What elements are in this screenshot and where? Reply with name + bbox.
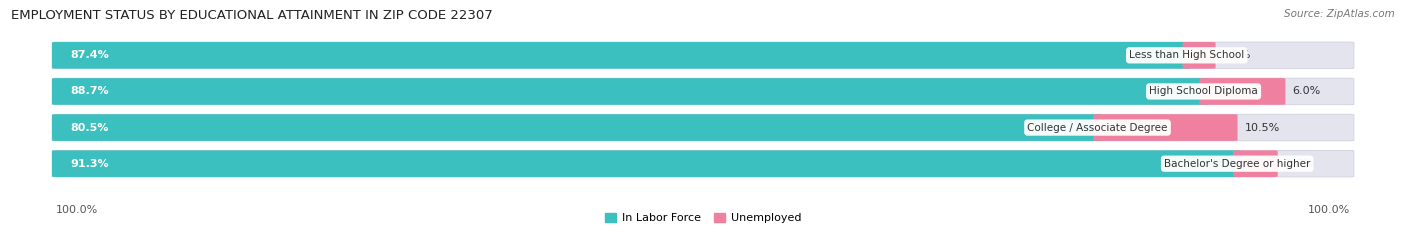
FancyBboxPatch shape [52, 42, 1191, 69]
FancyBboxPatch shape [52, 42, 1354, 69]
Text: 80.5%: 80.5% [70, 123, 108, 133]
Text: 87.4%: 87.4% [70, 50, 110, 60]
Text: 2.8%: 2.8% [1285, 159, 1313, 169]
Text: 88.7%: 88.7% [70, 86, 108, 96]
Text: 6.0%: 6.0% [1292, 86, 1320, 96]
FancyBboxPatch shape [52, 114, 1102, 141]
Text: Bachelor's Degree or higher: Bachelor's Degree or higher [1164, 159, 1310, 169]
FancyBboxPatch shape [52, 78, 1354, 105]
FancyBboxPatch shape [52, 150, 1241, 177]
FancyBboxPatch shape [1233, 150, 1278, 177]
Text: Less than High School: Less than High School [1129, 50, 1244, 60]
Text: 1.9%: 1.9% [1223, 50, 1251, 60]
Text: High School Diploma: High School Diploma [1149, 86, 1258, 96]
Text: 100.0%: 100.0% [1308, 205, 1350, 215]
Text: 91.3%: 91.3% [70, 159, 108, 169]
FancyBboxPatch shape [1094, 114, 1237, 141]
Text: College / Associate Degree: College / Associate Degree [1028, 123, 1168, 133]
FancyBboxPatch shape [52, 150, 1354, 177]
FancyBboxPatch shape [52, 78, 1208, 105]
Text: 10.5%: 10.5% [1244, 123, 1279, 133]
Text: EMPLOYMENT STATUS BY EDUCATIONAL ATTAINMENT IN ZIP CODE 22307: EMPLOYMENT STATUS BY EDUCATIONAL ATTAINM… [11, 9, 494, 22]
FancyBboxPatch shape [52, 114, 1354, 141]
FancyBboxPatch shape [1199, 78, 1285, 105]
Legend: In Labor Force, Unemployed: In Labor Force, Unemployed [600, 208, 806, 227]
FancyBboxPatch shape [1182, 42, 1216, 69]
Text: Source: ZipAtlas.com: Source: ZipAtlas.com [1284, 9, 1395, 19]
Text: 100.0%: 100.0% [56, 205, 98, 215]
